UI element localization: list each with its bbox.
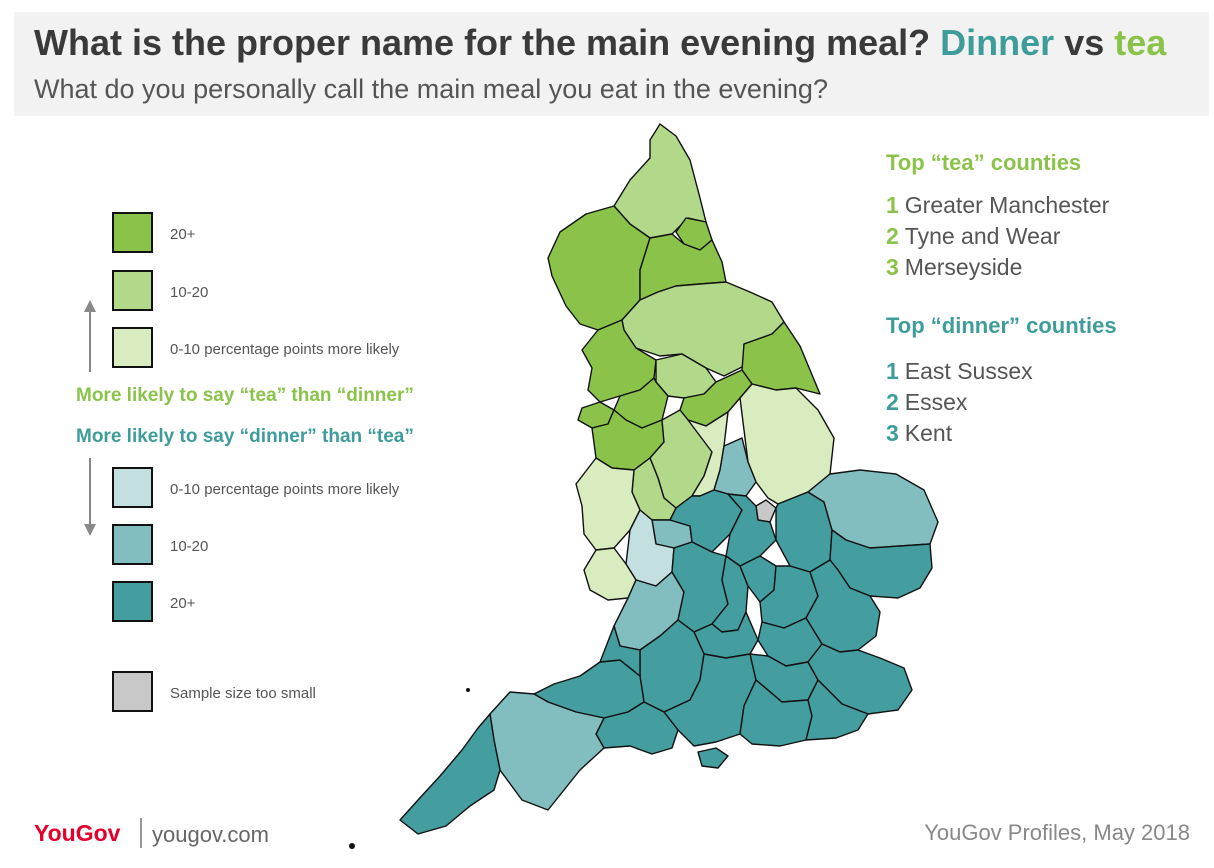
header-banner: What is the proper name for the main eve… [14,12,1209,116]
legend-swatch-dinner-10-20 [112,524,153,565]
rank-number: 1 [886,192,899,218]
legend-caption-tea: More likely to say “tea” than “dinner” [76,385,414,406]
county-northamptonshire [725,493,777,567]
page-title: What is the proper name for the main eve… [34,22,1166,64]
page-subtitle: What do you personally call the main mea… [34,74,828,104]
title-dinner: Dinner [940,22,1055,63]
legend-caption-dinner: More likely to say “dinner” than “tea” [76,426,414,447]
footer-site-link[interactable]: yougov.com [152,822,269,847]
map-specks [349,688,470,849]
rank-number: 3 [886,254,899,280]
footer-source: YouGov Profiles, May 2018 [924,820,1190,845]
top-dinner-heading: Top “dinner” counties [886,313,1117,339]
rank-number: 3 [886,420,899,446]
top-tea-item: 2 Tyne and Wear [886,223,1060,250]
legend-label-too-small: Sample size too small [170,685,316,702]
top-dinner-item: 3 Kent [886,420,952,447]
county-name: East Sussex [904,358,1033,384]
rank-number: 1 [886,358,899,384]
arrow-down-icon [84,524,96,536]
county-cambridgeshire [775,491,833,573]
top-tea-heading-text: Top “tea” counties [886,150,1082,175]
island-speck [466,688,470,692]
county-name: Greater Manchester [904,192,1110,218]
rank-number: 2 [886,223,899,249]
county-regions [399,123,939,835]
title-text: What is the proper name for the main eve… [34,22,941,63]
top-dinner-item: 1 East Sussex [886,358,1033,385]
legend-arrows [84,300,96,536]
legend-label-tea-10-20: 10-20 [170,284,209,301]
legend-swatch-too-small [112,671,153,712]
legend-label-dinner-0-10: 0-10 percentage points more likely [170,481,400,498]
top-tea-item: 3 Merseyside [886,254,1022,281]
county-isle-of-wight [697,747,729,769]
county-rutland [755,499,777,523]
footer-divider [140,818,142,848]
top-tea-item: 1 Greater Manchester [886,192,1109,219]
rank-number: 2 [886,389,899,415]
top-tea-heading: Top “tea” counties [886,150,1081,176]
legend-swatch-tea-20-plus [112,212,153,253]
county-name: Kent [904,420,953,446]
legend-label-dinner-10-20: 10-20 [170,538,209,555]
county-kent [807,643,913,715]
legend-swatch-tea-0-10 [112,327,153,368]
legend-label-dinner-20-plus: 20+ [170,595,196,612]
legend-label-tea-0-10: 0-10 percentage points more likely [170,341,400,358]
county-name: Merseyside [904,254,1023,280]
legend-label-tea-20-plus: 20+ [170,226,196,243]
legend-swatch-dinner-0-10 [112,467,153,508]
county-bristol [599,625,641,677]
title-tea: tea [1114,22,1167,63]
county-name: Essex [904,389,968,415]
county-shropshire [575,457,641,551]
yougov-logo[interactable]: YouGov [34,820,121,846]
county-cornwall [399,713,501,835]
arrow-up-icon [84,300,96,312]
top-dinner-heading-text: Top “dinner” counties [886,313,1117,338]
county-name: Tyne and Wear [904,223,1061,249]
top-dinner-item: 2 Essex [886,389,967,416]
title-vs: vs [1054,22,1115,63]
legend-swatch-dinner-20-plus [112,581,153,622]
island-speck [349,843,355,849]
county-east-sussex [805,679,869,741]
legend-swatch-tea-10-20 [112,270,153,311]
